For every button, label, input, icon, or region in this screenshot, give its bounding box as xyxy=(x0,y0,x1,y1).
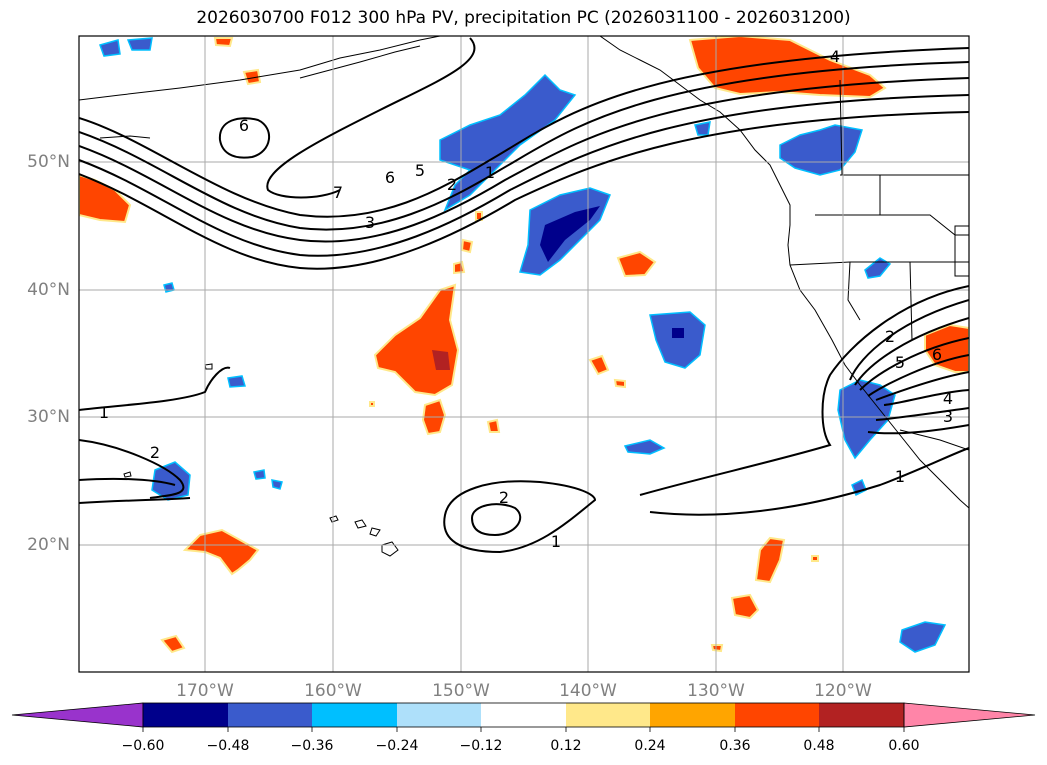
contour-label: 4 xyxy=(943,389,953,408)
lon-label: 130°W xyxy=(687,681,745,701)
colorbar-tick-label: −0.48 xyxy=(206,738,250,754)
colorbar-tick-label: 0.12 xyxy=(550,738,582,754)
positive-precip-areas xyxy=(79,36,969,654)
map-frame xyxy=(78,35,970,673)
contour-label: 6 xyxy=(239,116,249,135)
colorbar xyxy=(11,702,1036,732)
lat-label: 20°N xyxy=(27,535,70,555)
graticule xyxy=(79,36,969,672)
colorbar-tick-label: −0.36 xyxy=(290,738,334,754)
contour-label: 1 xyxy=(895,467,905,486)
colorbar-segment xyxy=(228,703,312,727)
lon-label: 120°W xyxy=(814,681,872,701)
colorbar-segment xyxy=(143,703,228,727)
colorbar-tick-label: 0.48 xyxy=(803,738,835,754)
contour-label: 1 xyxy=(99,403,109,422)
contour-label: 2 xyxy=(885,327,895,346)
colorbar-tick-label: 0.36 xyxy=(719,738,751,754)
colorbar-segment xyxy=(819,703,904,727)
contour-label: 2 xyxy=(150,443,160,462)
colorbar-segment xyxy=(312,703,397,727)
contour-label: 6 xyxy=(932,345,942,364)
contour-label: 7 xyxy=(333,183,343,202)
lon-label: 140°W xyxy=(559,681,617,701)
lat-label: 30°N xyxy=(27,407,70,427)
lon-label: 170°W xyxy=(176,681,234,701)
colorbar-segment xyxy=(397,703,481,727)
contour-label: 1 xyxy=(551,532,561,551)
contour-label: 3 xyxy=(365,213,375,232)
colorbar-extend-left xyxy=(11,702,144,728)
contour-label: 6 xyxy=(385,168,395,187)
colorbar-frame xyxy=(142,702,905,728)
contour-label: 2 xyxy=(499,488,509,507)
contour-label: 3 xyxy=(943,407,953,426)
colorbar-tick-label: −0.12 xyxy=(459,738,503,754)
coastlines xyxy=(79,36,969,509)
colorbar-segment xyxy=(735,703,819,727)
colorbar-segment xyxy=(650,703,735,727)
colorbar-extend-right xyxy=(903,702,1036,728)
colorbar-segment xyxy=(566,703,650,727)
colorbar-segment xyxy=(481,703,566,727)
lon-label: 150°W xyxy=(432,681,490,701)
lat-label: 50°N xyxy=(27,152,70,172)
islands xyxy=(99,135,399,557)
contour-label: 4 xyxy=(830,47,840,66)
contour-label: 2 xyxy=(447,175,457,194)
contour-label: 5 xyxy=(895,353,905,372)
colorbar-tick-label: −0.60 xyxy=(121,738,165,754)
lat-label: 40°N xyxy=(27,280,70,300)
contour-label: 1 xyxy=(485,163,495,182)
map-title: 2026030700 F012 300 hPa PV, precipitatio… xyxy=(196,8,851,28)
pv-contours xyxy=(79,37,969,554)
colorbar-tick-label: −0.24 xyxy=(375,738,419,754)
lon-label: 160°W xyxy=(304,681,362,701)
colorbar-tick-label: 0.60 xyxy=(888,738,920,754)
contour-label: 5 xyxy=(415,161,425,180)
colorbar-tick-label: 0.24 xyxy=(634,738,666,754)
contour-labels: 6 7 6 5 2 1 3 4 1 2 2 1 2 5 6 4 3 1 xyxy=(99,47,953,551)
